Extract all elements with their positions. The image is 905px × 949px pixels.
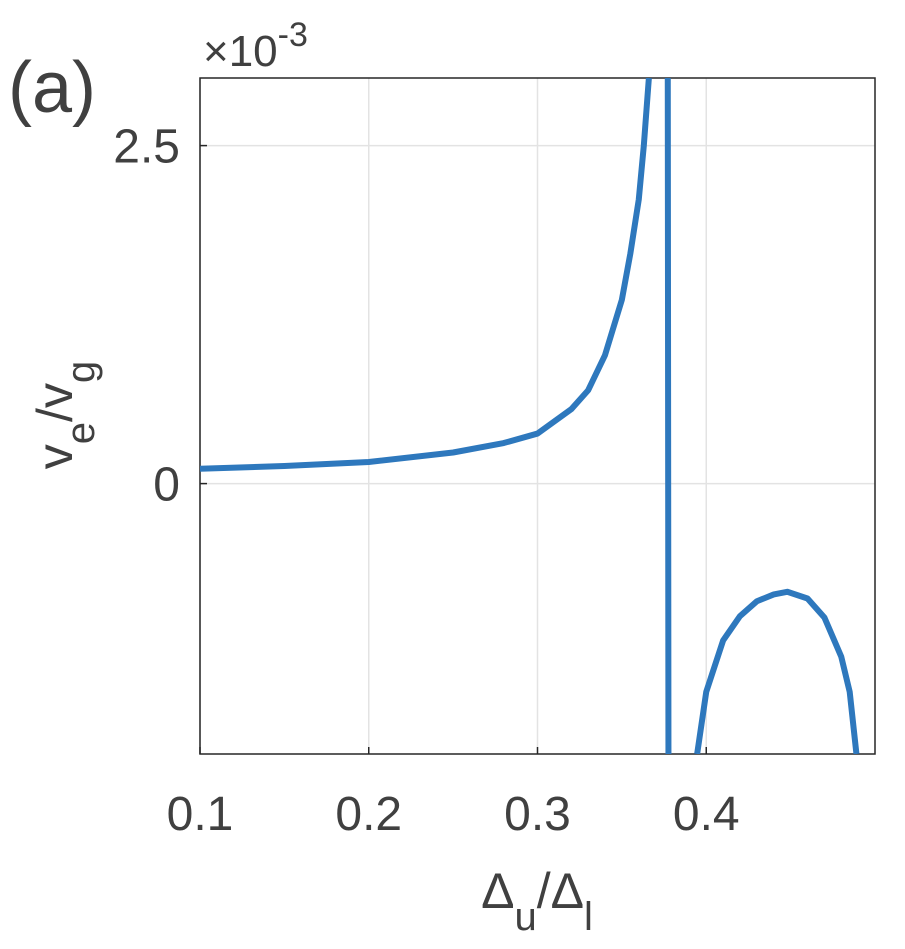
y-tick-label: 2.5 [113,121,180,174]
x-tick-label: 0.4 [673,788,740,841]
y-tick-label: 0 [153,459,180,512]
axes-box [199,77,876,755]
x-label-part: Δ [481,863,514,919]
panel-label: (a) [8,48,96,128]
x-label-part: l [584,895,593,939]
y-axis-label: ve/vg [27,361,103,469]
y-label-part: g [59,361,103,383]
x-axis-label: Δu/Δl [481,863,593,939]
y-label-part: e [59,422,103,444]
data-line [200,78,860,754]
x-tick-label: 0.1 [167,788,234,841]
x-tick-label: 0.2 [335,788,402,841]
x-tick-label: 0.3 [504,788,571,841]
axis-exponent: ×10-3 [203,16,308,76]
x-label-part: u [514,895,536,939]
exponent-power: -3 [278,16,308,54]
exponent-base: ×10 [203,27,278,76]
x-label-part: /Δ [537,863,584,919]
y-label-part: /v [27,383,83,422]
y-label-part: v [27,444,83,469]
